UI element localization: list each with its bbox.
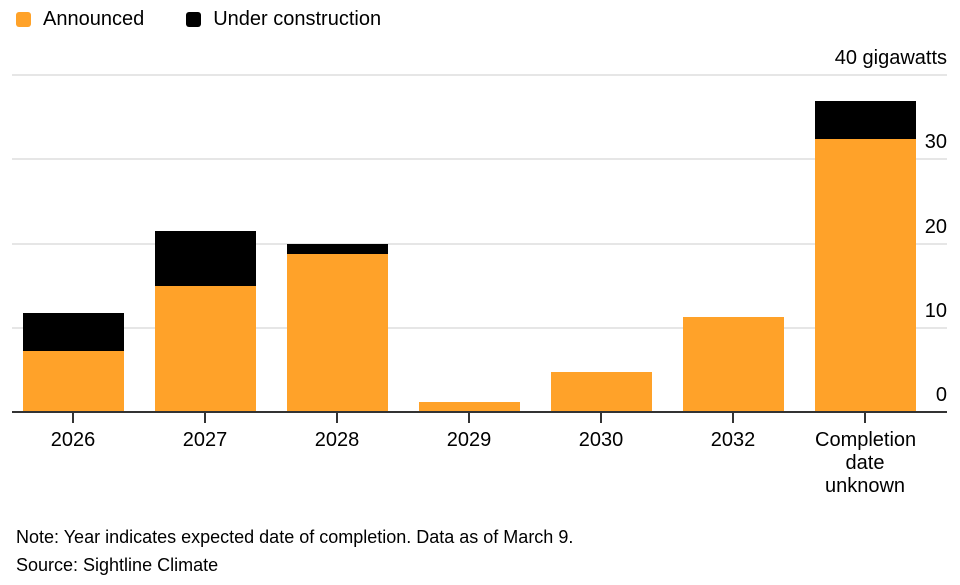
- y-gridline: [12, 326, 947, 329]
- legend-label: Under construction: [213, 8, 382, 30]
- bar-segment-announced: [154, 285, 256, 412]
- legend: Announced Under construction: [16, 9, 381, 29]
- bar-segment-announced: [22, 351, 124, 412]
- bar-segment-under-construction: [22, 313, 124, 352]
- legend-item: Under construction: [186, 9, 381, 29]
- plot-area: 0 10 20 30 40 gigawatts 2026 2027 2028 2029 2030 2…: [12, 47, 947, 497]
- x-axis-category-label: Completion date unknown: [815, 429, 917, 497]
- note-text: Note: Year indicates expected date of co…: [16, 527, 574, 547]
- source-text: Source: Sightline Climate: [16, 555, 219, 575]
- x-axis-tick: [468, 413, 470, 423]
- bar-segment-announced: [418, 401, 520, 412]
- x-axis-tick: [72, 413, 74, 423]
- footer-notes: Note: Year indicates expected date of co…: [16, 523, 573, 579]
- legend-item: Announced: [16, 9, 144, 29]
- y-gridline: [12, 242, 947, 245]
- x-axis-category-label: 2027: [182, 429, 228, 451]
- x-axis-tick: [204, 413, 206, 423]
- x-axis-tick: [336, 413, 338, 423]
- x-axis-tick: [864, 413, 866, 423]
- y-gridline: [12, 74, 947, 76]
- x-axis-tick: [732, 413, 734, 423]
- bar-segment-under-construction: [154, 230, 256, 286]
- bar-segment-announced: [682, 316, 784, 412]
- bar-segment-announced: [814, 139, 916, 412]
- bar-segment-under-construction: [814, 101, 916, 140]
- x-axis-category-label: 2028: [314, 429, 360, 451]
- x-axis-category-label: 2029: [446, 429, 492, 451]
- bar-segment-announced: [286, 254, 388, 412]
- legend-label: Announced: [43, 8, 145, 30]
- y-axis-tick-label: 20: [924, 215, 947, 238]
- y-gridline: [12, 158, 947, 161]
- bar-segment-announced: [550, 372, 652, 412]
- x-axis-line: [12, 411, 947, 413]
- x-axis-category-label: 2030: [578, 429, 624, 451]
- legend-swatch-icon: [186, 11, 202, 27]
- y-axis-tick-label: 10: [924, 299, 947, 322]
- x-axis-category-label: 2032: [710, 429, 756, 451]
- x-axis-tick: [600, 413, 602, 423]
- bar-segment-under-construction: [286, 243, 388, 255]
- y-axis-tick-label: 0: [935, 384, 947, 406]
- y-axis-tick-label: 40 gigawatts: [834, 47, 947, 69]
- legend-swatch-icon: [16, 11, 31, 27]
- x-axis-category-label: 2026: [50, 429, 96, 451]
- y-axis-tick-label: 30: [924, 131, 947, 154]
